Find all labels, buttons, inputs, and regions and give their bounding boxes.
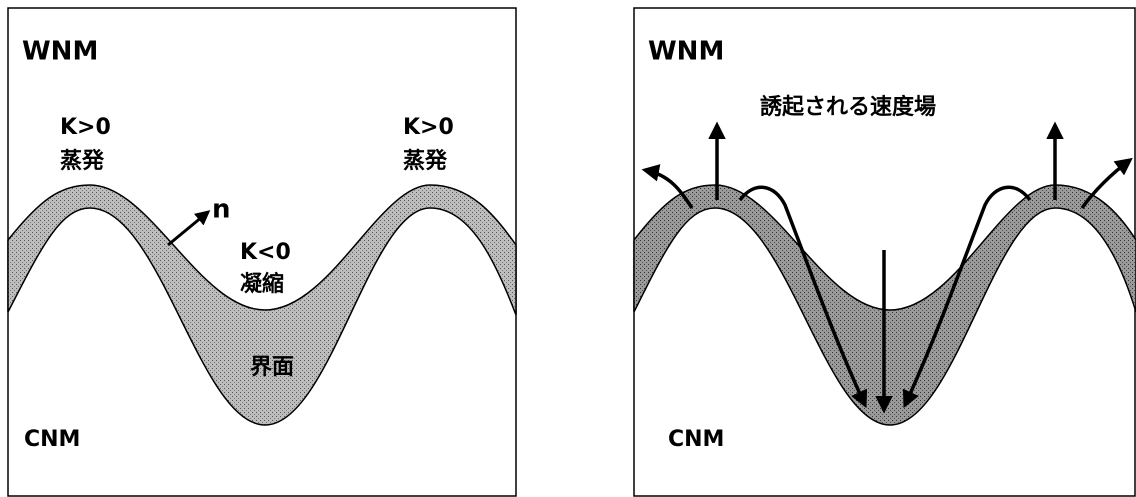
curvature-label: K>0 [403, 115, 454, 140]
curvature-label: K<0 [240, 240, 291, 265]
velocity-arrows [641, 121, 1133, 414]
wnm-label: WNM [648, 37, 724, 67]
normal-arrow [167, 210, 211, 247]
interface-label: 界面 [250, 355, 294, 380]
curvature-label: K>0 [60, 115, 111, 140]
left-panel: WNM K>0 蒸発 K>0 蒸発 n K<0 凝縮 界面 CNM [7, 7, 517, 497]
process-label: 蒸発 [60, 149, 105, 174]
cnm-label: CNM [668, 427, 724, 452]
cnm-label: CNM [24, 427, 80, 452]
interface-band [7, 184, 517, 426]
process-label: 凝縮 [240, 271, 284, 297]
right-panel: WNM 誘起される速度場 CNM [633, 7, 1136, 497]
normal-label: n [212, 195, 231, 225]
process-label: 蒸発 [403, 149, 448, 174]
velocity-field-label: 誘起される速度場 [760, 94, 936, 120]
wnm-label: WNM [22, 37, 98, 67]
